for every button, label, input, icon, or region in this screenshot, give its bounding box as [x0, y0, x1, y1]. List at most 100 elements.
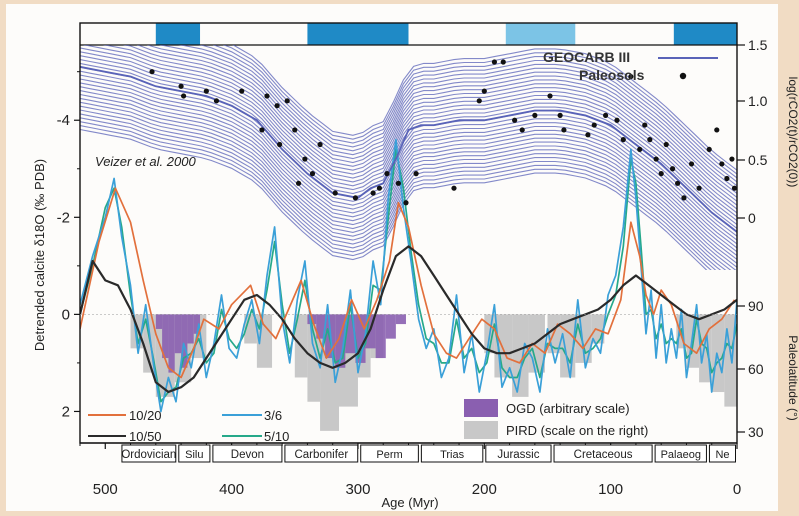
paleosol-point-47	[669, 166, 676, 172]
hatch-line-1	[232, 45, 737, 171]
period-box-5	[420, 444, 484, 463]
series-line-geocarb-iii	[80, 65, 737, 233]
hatch-line-18	[80, 70, 737, 237]
paper-background	[6, 4, 778, 511]
hatch-line-21	[80, 82, 737, 249]
paleosol-point-17	[352, 195, 359, 201]
legend-ogd-swatch	[464, 399, 498, 417]
paleosol-point-43	[647, 137, 653, 143]
legend-label-10-50: 10/50	[129, 429, 162, 444]
ogd-bar-11	[345, 314, 356, 354]
paleosol-point-36	[591, 122, 597, 128]
veizer-annotation: Veizer et al. 2000	[95, 154, 196, 169]
hatch-line-14	[80, 55, 737, 222]
right-bottom-tick-label-1: 60	[748, 361, 764, 377]
period-box-7	[553, 444, 653, 463]
paleosol-point-30	[519, 127, 525, 133]
paleosol-point-23	[413, 171, 419, 177]
period-box-2	[212, 444, 283, 463]
right-axis-title-bottom: Paleolatitude (°)	[786, 335, 799, 421]
period-label-9: Ne	[715, 449, 729, 461]
ogd-bar-0	[155, 314, 163, 329]
paleosol-point-14	[295, 180, 302, 186]
geologic-period-bar: Ordovician Silu Devon Carbonifer Perm Trias Ju…	[121, 444, 736, 463]
hatch-line-19	[80, 74, 737, 241]
paleosol-point-49	[681, 195, 687, 201]
legend-ogd-label: OGD (arbitrary scale)	[506, 401, 630, 416]
paleosol-point-37	[603, 112, 609, 118]
cold-band-2	[505, 23, 576, 45]
paleosol-point-25	[476, 98, 482, 104]
paleosol-point-55	[724, 175, 730, 182]
paleosol-point-53	[714, 127, 720, 133]
period-box-4	[360, 444, 419, 463]
paleosol-point-11	[292, 127, 298, 133]
climate-mode-bar	[80, 23, 737, 46]
hatch-line-6	[158, 45, 737, 191]
paleosol-point-16	[332, 190, 338, 196]
paleosol-point-27	[491, 59, 498, 65]
ogd-bar-15	[385, 314, 396, 339]
paleosol-point-0	[149, 69, 155, 75]
legend-paleosols-label: Paleosols	[579, 67, 645, 83]
period-label-8: Palaeog	[661, 449, 701, 461]
hatch-line-26	[80, 101, 737, 268]
hatch-line-25	[80, 97, 737, 264]
paleosol-point-22	[403, 200, 409, 206]
paleosol-point-12	[302, 156, 308, 162]
legend-label-5-10: 5/10	[264, 429, 289, 444]
pird-bar-15	[512, 314, 529, 397]
x-axis-title: Age (Myr)	[381, 495, 438, 510]
left-tick-label-0: -4	[57, 112, 70, 129]
paleosol-point-31	[532, 112, 538, 118]
ogd-bar-3	[174, 314, 182, 354]
paleosol-point-10	[277, 141, 283, 148]
paleosol-point-41	[637, 146, 643, 152]
paleosol-point-35	[585, 132, 591, 138]
paleosol-point-26	[481, 88, 487, 94]
hatch-line-4	[198, 45, 737, 183]
ogd-bar-4	[181, 314, 188, 368]
paleosol-point-8	[284, 98, 290, 104]
hatch-line-23	[80, 90, 737, 257]
ogd-bar-12	[355, 314, 366, 363]
x-tick-label-0: 500	[93, 481, 118, 498]
cold-band-3	[673, 23, 737, 45]
period-box-6	[485, 444, 552, 463]
hatch-line-20	[80, 78, 737, 245]
paleosol-point-29	[512, 117, 518, 123]
legend-top: GEOCARB III Paleosols	[543, 49, 718, 83]
x-tick-label-4: 100	[598, 481, 623, 498]
paleosol-point-28	[500, 59, 506, 65]
hatch-line-11	[82, 45, 737, 210]
ogd-bar-14	[375, 314, 386, 359]
period-box-0	[121, 444, 177, 463]
paleosol-point-52	[706, 146, 712, 152]
left-tick-label-1: -2	[57, 209, 70, 226]
period-box-8	[654, 444, 707, 463]
paleosol-point-54	[719, 161, 725, 167]
paleosol-point-38	[614, 117, 620, 123]
paleosol-point-21	[395, 180, 401, 186]
left-axis-title: Detrended calcite δ18O (‰ PDB)	[32, 159, 47, 351]
legend-pird-swatch	[464, 421, 498, 439]
cold-band-1	[307, 23, 409, 45]
period-label-0: Ordovician	[121, 449, 176, 461]
paleosol-point-3	[203, 88, 209, 94]
paleosol-point-34	[561, 127, 567, 133]
hatch-line-8	[136, 45, 737, 198]
ogd-bar-1	[162, 314, 169, 359]
right-axis-title-top: log(rCO2(t)/rCO2(0))	[786, 77, 799, 188]
hatch-line-5	[178, 45, 737, 187]
paleosol-point-7	[274, 103, 280, 109]
series-line-10-50	[80, 245, 737, 394]
period-label-4: Perm	[376, 449, 402, 461]
period-label-2: Devon	[231, 449, 264, 461]
left-tick-label-3: 2	[62, 403, 70, 420]
legend-lines: 10/20 3/6 10/50 5/10	[88, 408, 289, 444]
ogd-bar-5	[187, 314, 194, 344]
paleosol-point-45	[658, 171, 664, 177]
paleosol-point-1	[178, 83, 184, 89]
